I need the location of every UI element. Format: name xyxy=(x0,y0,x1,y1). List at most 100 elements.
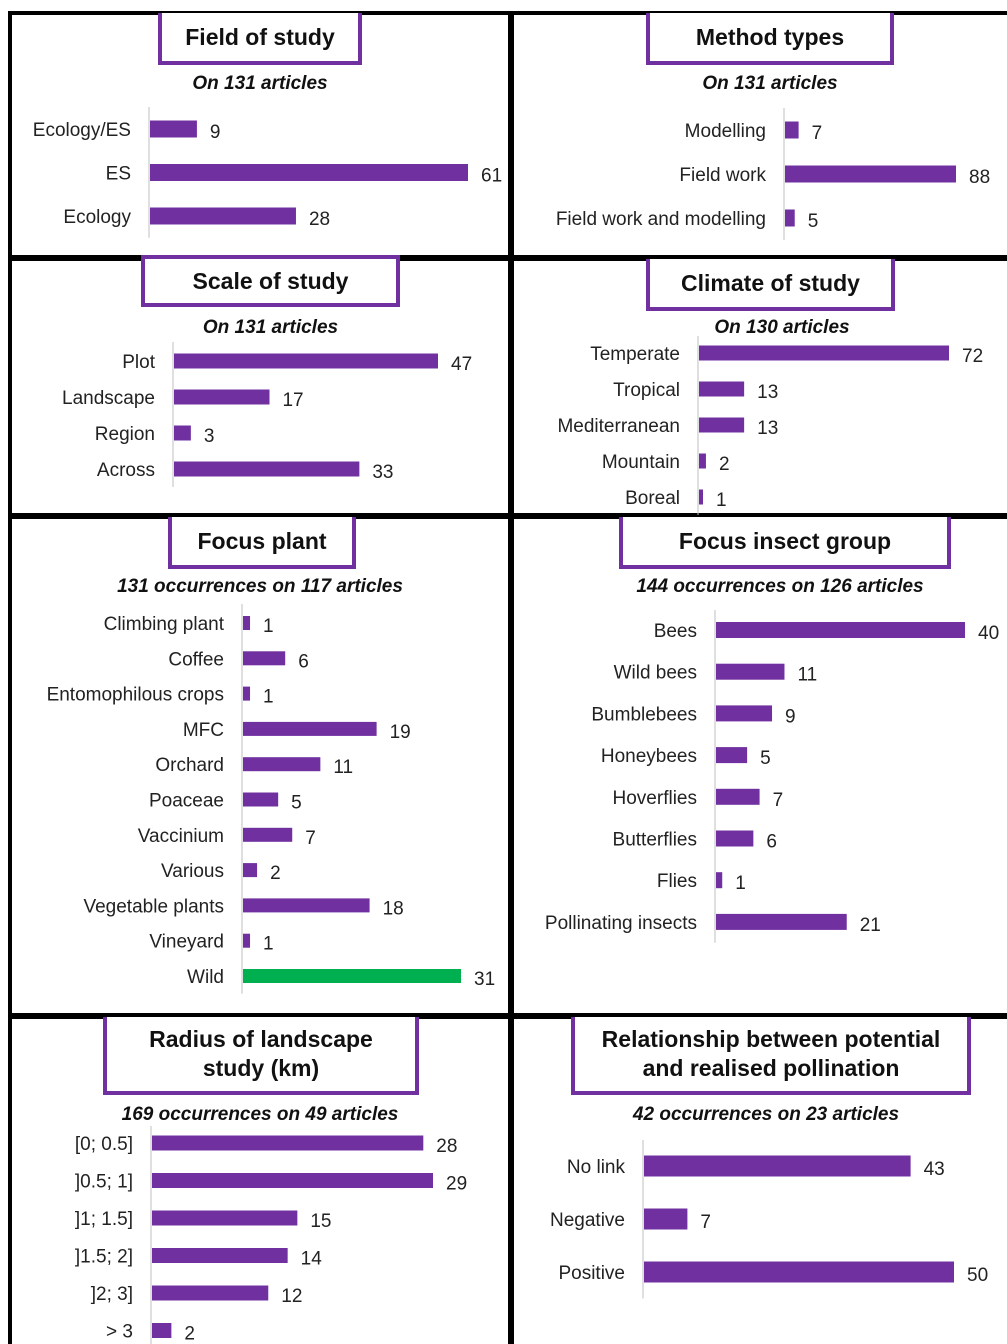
data-label: 5 xyxy=(808,211,819,232)
data-label: 18 xyxy=(383,898,404,919)
data-label: 2 xyxy=(270,863,281,884)
data-label: 13 xyxy=(757,418,778,439)
category-label: Boreal xyxy=(625,488,680,509)
category-label: > 3 xyxy=(106,1322,133,1343)
data-label: 47 xyxy=(451,354,472,375)
category-label: Across xyxy=(97,460,155,481)
data-label: 7 xyxy=(700,1212,711,1233)
frame-row3-divider xyxy=(8,1013,1007,1019)
bar-hoverflies xyxy=(716,788,760,805)
category-label: Field work xyxy=(679,165,766,186)
data-label: 21 xyxy=(860,915,881,936)
category-label: Temperate xyxy=(590,344,680,365)
data-label: 14 xyxy=(301,1249,323,1270)
category-label: Vaccinium xyxy=(138,826,224,847)
bar-temperate xyxy=(699,345,949,361)
bar-region xyxy=(174,425,191,441)
data-label: 50 xyxy=(967,1265,988,1286)
data-label: 28 xyxy=(436,1136,457,1157)
chart-subtitle: 169 occurrences on 49 articles xyxy=(121,1104,399,1125)
chart-title: Field of study xyxy=(158,13,362,65)
category-label: Hoverflies xyxy=(613,788,697,809)
chart-subtitle: 42 occurrences on 23 articles xyxy=(632,1104,900,1125)
bar-negative xyxy=(644,1208,688,1230)
data-label: 7 xyxy=(773,790,784,811)
data-label: 40 xyxy=(978,623,999,644)
data-label: 5 xyxy=(291,793,302,814)
data-label: 11 xyxy=(797,665,817,686)
bar-modelling xyxy=(785,121,799,139)
category-label: Region xyxy=(95,424,155,445)
data-label: 61 xyxy=(481,166,502,187)
category-label: Poaceae xyxy=(149,791,224,812)
category-label: Ecology xyxy=(63,207,131,228)
category-label: MFC xyxy=(183,720,224,741)
bar-coffee xyxy=(243,651,286,666)
category-label: ]2; 3] xyxy=(91,1284,133,1305)
bar-chart-insect: Bees 40 Wild bees 11 Bumblebees 9 Honeybees 5 Ho… xyxy=(545,610,999,943)
category-label: Landscape xyxy=(62,388,155,409)
data-label: 28 xyxy=(309,209,330,230)
category-label: Butterflies xyxy=(613,830,697,851)
bar-2-3 xyxy=(152,1285,269,1301)
bar-ecology xyxy=(150,207,296,225)
bar-1-5-2 xyxy=(152,1248,288,1263)
category-label: Entomophilous crops xyxy=(47,685,224,706)
data-label: 6 xyxy=(766,832,777,853)
data-label: 88 xyxy=(969,167,990,188)
frame-row1-divider xyxy=(8,255,1007,261)
chart-title: Climate of study xyxy=(646,259,895,311)
data-label: 33 xyxy=(372,462,393,483)
chart-title: Scale of study xyxy=(141,255,400,307)
chart-subtitle: On 131 articles xyxy=(202,317,339,338)
data-label: 7 xyxy=(812,123,823,144)
bar-wild xyxy=(243,969,461,983)
chart-subtitle: On 131 articles xyxy=(702,73,838,94)
bar-entomophilous-crops xyxy=(243,686,251,701)
category-label: Pollinating insects xyxy=(545,913,697,934)
category-label: Honeybees xyxy=(601,746,697,767)
bar-flies xyxy=(716,872,723,889)
bar-vaccinium xyxy=(243,827,293,842)
data-label: 9 xyxy=(785,706,796,727)
bar-climbing-plant xyxy=(243,616,251,630)
data-label: 9 xyxy=(210,122,221,143)
data-label: 1 xyxy=(735,873,746,894)
chart-title: Relationship between potential and reali… xyxy=(571,1017,971,1095)
bar-0-0-5 xyxy=(152,1135,424,1151)
bar-0-5-1 xyxy=(152,1173,433,1188)
bar-chart-scale: Plot 47 Landscape 17 Region 3 Across 33 xyxy=(62,342,472,487)
bar-chart-field: Ecology/ES 9 ES 61 Ecology 28 xyxy=(33,107,502,238)
bar-across xyxy=(174,461,360,477)
bar-3 xyxy=(152,1323,172,1338)
chart-title: Method types xyxy=(646,13,894,65)
bar-mfc xyxy=(243,721,377,736)
category-label: Mediterranean xyxy=(557,416,680,437)
category-label: Negative xyxy=(550,1210,625,1231)
data-label: 3 xyxy=(204,426,215,447)
frame-left xyxy=(8,11,12,1344)
bar-mountain xyxy=(699,453,706,469)
category-label: ]0.5; 1] xyxy=(75,1172,133,1193)
category-label: Positive xyxy=(558,1263,625,1284)
category-label: Field work and modelling xyxy=(556,209,766,230)
bar-chart-climate: Temperate 72 Tropical 13 Mediterranean 13 Moun… xyxy=(557,336,983,515)
chart-title: Focus plant xyxy=(168,517,356,569)
category-label: Mountain xyxy=(602,452,680,473)
bar-various xyxy=(243,863,258,878)
bar-poaceae xyxy=(243,792,279,807)
chart-subtitle: On 131 articles xyxy=(192,73,328,94)
bar-honeybees xyxy=(716,747,748,764)
bar-chart-plant: Climbing plant 1 Coffee 6 Entomophilous crop… xyxy=(47,604,495,994)
data-label: 19 xyxy=(390,722,411,743)
category-label: [0; 0.5] xyxy=(75,1134,133,1155)
category-label: Ecology/ES xyxy=(33,120,131,141)
category-label: ]1; 1.5] xyxy=(75,1209,133,1230)
category-label: Wild bees xyxy=(614,663,697,684)
data-label: 43 xyxy=(924,1159,945,1180)
category-label: Vineyard xyxy=(149,932,224,953)
data-label: 5 xyxy=(760,748,771,769)
data-label: 2 xyxy=(719,454,730,475)
chart-title: Focus insect group xyxy=(619,517,951,569)
